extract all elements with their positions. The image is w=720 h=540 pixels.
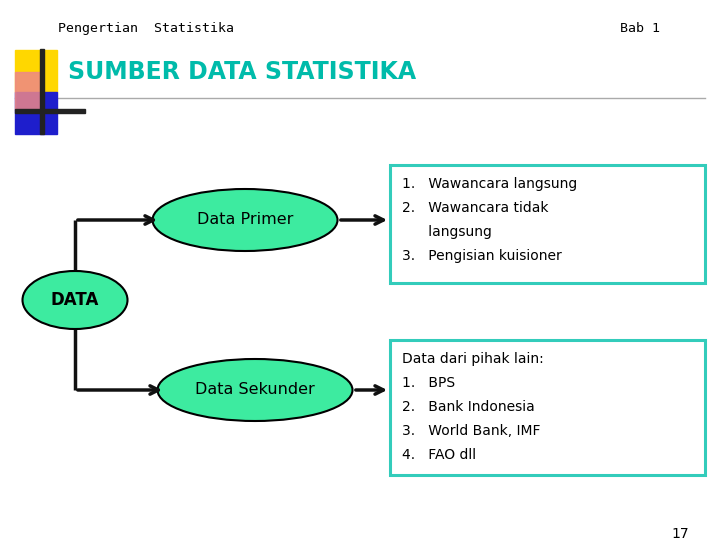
Bar: [40, 49, 44, 134]
Text: SUMBER DATA STATISTIKA: SUMBER DATA STATISTIKA: [68, 60, 416, 84]
Text: 17: 17: [671, 527, 689, 540]
FancyBboxPatch shape: [390, 340, 705, 475]
Text: 4.   FAO dll: 4. FAO dll: [402, 448, 476, 462]
Text: 1.   Wawancara langsung: 1. Wawancara langsung: [402, 177, 577, 191]
Text: 1.   BPS: 1. BPS: [402, 376, 455, 390]
Text: 3.   World Bank, IMF: 3. World Bank, IMF: [402, 424, 541, 438]
FancyBboxPatch shape: [390, 165, 705, 283]
Text: DATA: DATA: [51, 291, 99, 309]
Bar: [15, 92, 57, 134]
Text: langsung: langsung: [402, 225, 492, 239]
Text: Data Primer: Data Primer: [197, 213, 293, 227]
Ellipse shape: [153, 189, 338, 251]
Text: Data Sekunder: Data Sekunder: [195, 382, 315, 397]
Text: Pengertian  Statistika: Pengertian Statistika: [58, 22, 234, 35]
Text: Data dari pihak lain:: Data dari pihak lain:: [402, 352, 544, 366]
Text: 2.   Wawancara tidak: 2. Wawancara tidak: [402, 201, 549, 215]
Bar: [15, 50, 57, 92]
Text: Bab 1: Bab 1: [620, 22, 660, 35]
Text: 2.   Bank Indonesia: 2. Bank Indonesia: [402, 400, 535, 414]
Text: 3.   Pengisian kuisioner: 3. Pengisian kuisioner: [402, 249, 562, 263]
Ellipse shape: [22, 271, 127, 329]
Ellipse shape: [158, 359, 353, 421]
Bar: [15, 109, 85, 113]
Bar: [15, 72, 43, 110]
